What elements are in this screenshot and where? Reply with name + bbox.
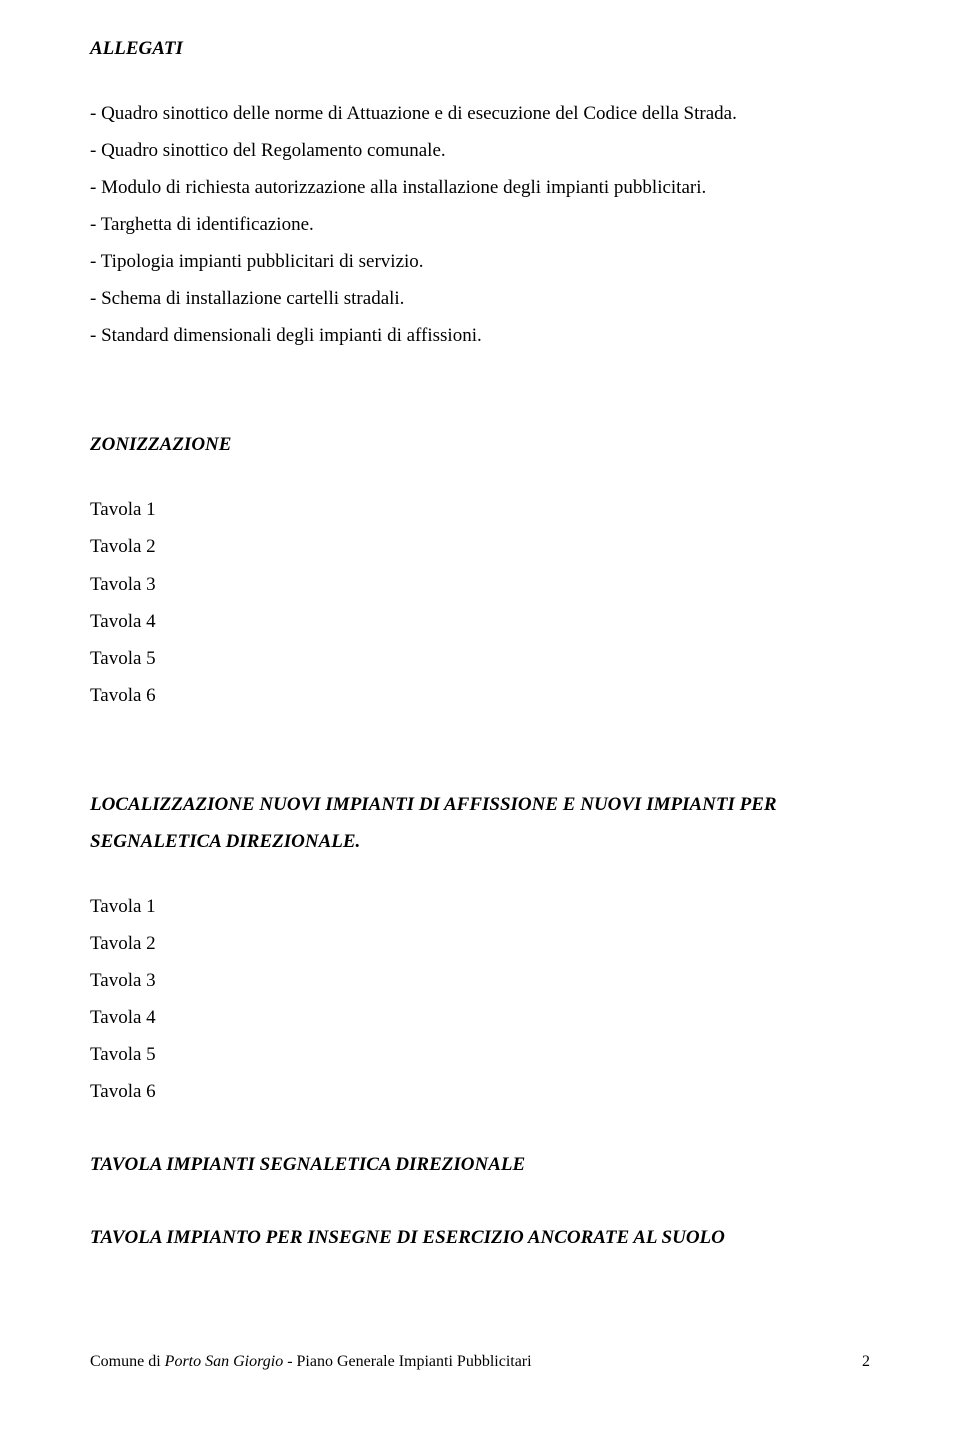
allegati-item: - Targhetta di identificazione. <box>90 206 870 243</box>
zonizzazione-heading: ZONIZZAZIONE <box>90 426 870 463</box>
allegati-item: - Schema di installazione cartelli strad… <box>90 280 870 317</box>
tavola-insegne-heading: TAVOLA IMPIANTO PER INSEGNE DI ESERCIZIO… <box>90 1219 870 1256</box>
allegati-item: - Tipologia impianti pubblicitari di ser… <box>90 243 870 280</box>
allegati-item: - Quadro sinottico delle norme di Attuaz… <box>90 95 870 132</box>
page-footer: Comune di Porto San Giorgio - Piano Gene… <box>90 1346 870 1377</box>
allegati-list: - Quadro sinottico delle norme di Attuaz… <box>90 95 870 354</box>
tavola-item: Tavola 4 <box>90 603 870 640</box>
footer-title: Piano Generale Impianti Pubblicitari <box>297 1353 532 1370</box>
tavola-item: Tavola 1 <box>90 491 870 528</box>
tavola-item: Tavola 6 <box>90 677 870 714</box>
allegati-item: - Quadro sinottico del Regolamento comun… <box>90 132 870 169</box>
zonizzazione-list: Tavola 1 Tavola 2 Tavola 3 Tavola 4 Tavo… <box>90 491 870 713</box>
localizzazione-heading: LOCALIZZAZIONE NUOVI IMPIANTI DI AFFISSI… <box>90 786 870 860</box>
tavola-segnaletica-heading: TAVOLA IMPIANTI SEGNALETICA DIREZIONALE <box>90 1146 870 1183</box>
tavola-item: Tavola 3 <box>90 566 870 603</box>
tavola-item: Tavola 1 <box>90 888 870 925</box>
tavola-item: Tavola 2 <box>90 925 870 962</box>
footer-comune-label: Comune di <box>90 1353 165 1370</box>
footer-comune-name: Porto San Giorgio <box>165 1353 284 1370</box>
footer-sep: - <box>283 1353 296 1370</box>
tavola-item: Tavola 5 <box>90 640 870 677</box>
tavola-item: Tavola 5 <box>90 1036 870 1073</box>
page-number: 2 <box>862 1346 870 1377</box>
allegati-heading: ALLEGATI <box>90 30 870 67</box>
tavola-item: Tavola 3 <box>90 962 870 999</box>
tavola-item: Tavola 6 <box>90 1073 870 1110</box>
allegati-item: - Modulo di richiesta autorizzazione all… <box>90 169 870 206</box>
footer-left: Comune di Porto San Giorgio - Piano Gene… <box>90 1346 532 1377</box>
localizzazione-list: Tavola 1 Tavola 2 Tavola 3 Tavola 4 Tavo… <box>90 888 870 1110</box>
allegati-item: - Standard dimensionali degli impianti d… <box>90 317 870 354</box>
tavola-item: Tavola 2 <box>90 528 870 565</box>
tavola-item: Tavola 4 <box>90 999 870 1036</box>
